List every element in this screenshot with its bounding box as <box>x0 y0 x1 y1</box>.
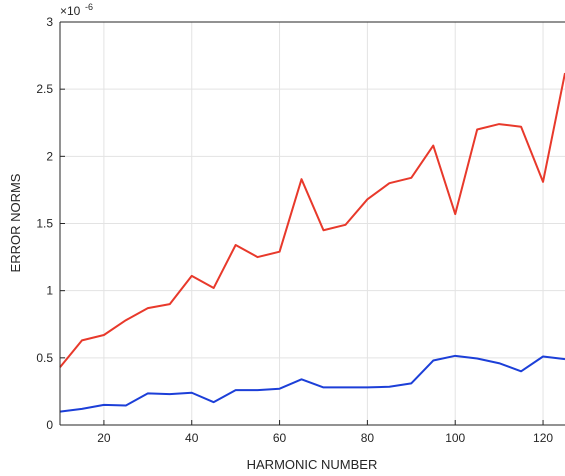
x-axis-label: HARMONIC NUMBER <box>247 457 378 472</box>
series-2-line <box>59 354 565 413</box>
y-exponent-power: -6 <box>85 2 93 12</box>
y-axis-label: ERROR NORMS <box>8 173 23 272</box>
y-tick-label: 1.5 <box>36 217 53 231</box>
ticks: 20 40 60 80 100 120 0 0.5 1 1.5 2 2.5 3 <box>36 15 553 445</box>
y-tick-label: 1 <box>46 284 53 298</box>
y-tick-label: 0 <box>46 418 53 432</box>
grid <box>60 21 565 426</box>
y-tick-label: 2.5 <box>36 82 53 96</box>
y-tick-label: 0.5 <box>36 351 53 365</box>
y-tick-label: 3 <box>46 15 53 29</box>
y-exponent-base: ×10 <box>60 4 81 18</box>
series-layer <box>59 72 565 413</box>
series-1-line <box>59 72 565 368</box>
x-tick-label: 100 <box>445 431 465 445</box>
x-tick-label: 40 <box>185 431 199 445</box>
x-tick-label: 80 <box>361 431 375 445</box>
x-tick-label: 120 <box>533 431 553 445</box>
x-tick-label: 60 <box>273 431 287 445</box>
x-tick-label: 20 <box>97 431 111 445</box>
y-tick-label: 2 <box>46 149 53 163</box>
